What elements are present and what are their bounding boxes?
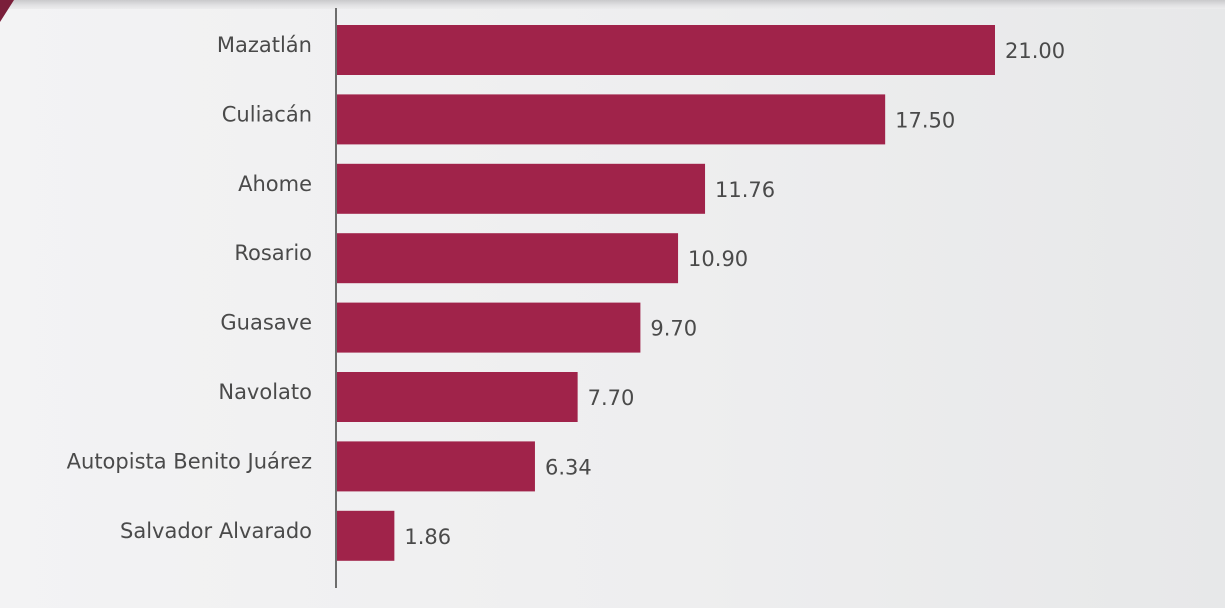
value-label: 6.34 — [545, 455, 592, 479]
value-label: 21.00 — [1005, 39, 1065, 63]
corner-accent — [0, 0, 14, 22]
value-label: 9.70 — [650, 317, 697, 341]
category-label: Ahome — [238, 172, 312, 196]
value-label: 7.70 — [588, 386, 635, 410]
bar-3 — [337, 233, 679, 284]
bar-6 — [337, 441, 535, 492]
bar-2 — [337, 163, 706, 214]
category-label: Autopista Benito Juárez — [67, 449, 312, 473]
value-label: 10.90 — [688, 247, 748, 271]
bar-0 — [337, 25, 995, 75]
value-label: 11.76 — [715, 178, 775, 202]
bars-layer — [337, 25, 995, 561]
value-label: 1.86 — [404, 525, 451, 549]
bar-5 — [337, 372, 578, 422]
category-label: Salvador Alvarado — [120, 519, 312, 543]
category-label: Rosario — [234, 241, 312, 265]
bottom-strip — [0, 608, 1225, 613]
category-label: Guasave — [220, 311, 312, 335]
category-label: Culiacán — [222, 102, 312, 126]
bar-4 — [337, 302, 641, 353]
bar-1 — [337, 94, 886, 145]
value-label: 17.50 — [895, 108, 955, 132]
category-label: Mazatlán — [217, 33, 312, 57]
bar-7 — [337, 510, 395, 561]
labels-layer: Mazatlán 21.00 Culiacán 17.50 Ahome 11.76 Rosa… — [67, 33, 1065, 549]
top-shadow-band — [0, 0, 1225, 9]
category-label: Navolato — [218, 380, 312, 404]
